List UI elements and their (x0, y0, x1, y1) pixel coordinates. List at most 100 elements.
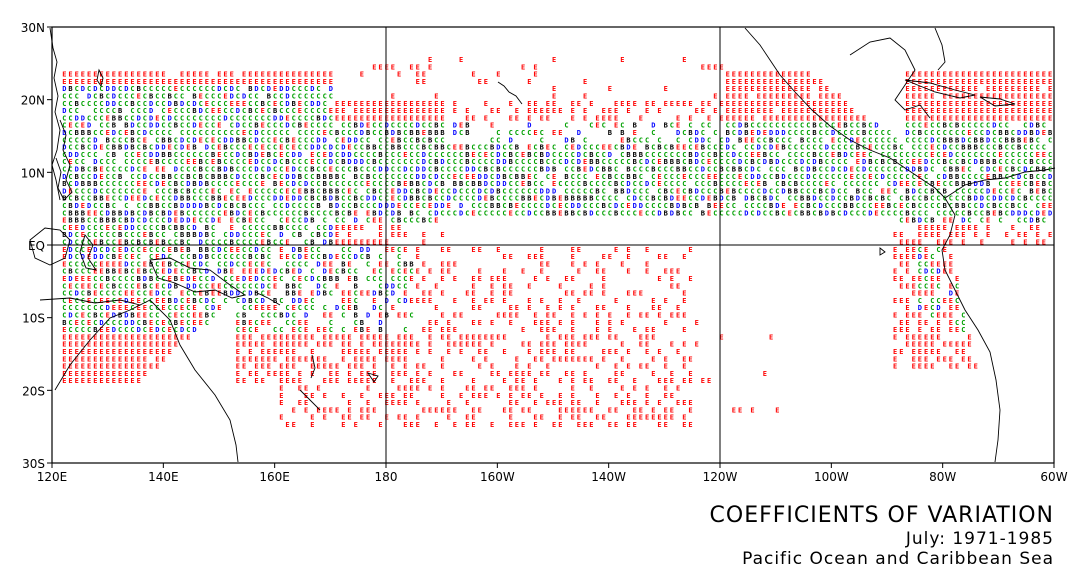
variation-cell: D (174, 297, 178, 305)
variation-cell: E (558, 209, 562, 217)
variation-cell: C (843, 136, 847, 144)
variation-cell: E (1036, 114, 1040, 122)
variation-cell: E (986, 78, 990, 86)
variation-cell: E (68, 333, 72, 341)
variation-cell: E (527, 370, 531, 378)
variation-cell: C (285, 151, 289, 159)
variation-cell: E (688, 100, 692, 108)
variation-cell: D (99, 319, 103, 327)
variation-cell: C (564, 122, 568, 130)
variation-cell: C (409, 158, 413, 166)
variation-cell: C (577, 173, 581, 181)
variation-cell: E (180, 319, 184, 327)
variation-cell: C (645, 166, 649, 174)
variation-cell: C (242, 253, 246, 261)
variation-cell: E (347, 100, 351, 108)
variation-cell: C (831, 144, 835, 152)
variation-cell: C (781, 122, 785, 130)
variation-cell: D (68, 253, 72, 261)
variation-cell: D (397, 187, 401, 195)
variation-cell: C (757, 202, 761, 210)
variation-cell: C (81, 158, 85, 166)
coast-borneo (29, 227, 71, 266)
variation-cell: C (211, 246, 215, 254)
variation-cell: C (298, 144, 302, 152)
variation-cell: D (323, 268, 327, 276)
variation-cell: B (1011, 136, 1015, 144)
variation-cell: C (93, 217, 97, 225)
variation-cell: C (223, 129, 227, 137)
variation-cell: E (68, 224, 72, 232)
variation-cell: E (416, 253, 420, 261)
variation-cell: E (806, 100, 810, 108)
variation-cell: C (707, 151, 711, 159)
variation-cell: C (199, 217, 203, 225)
variation-cell: D (422, 151, 426, 159)
variation-cell: C (403, 136, 407, 144)
variation-cell: E (1023, 85, 1027, 93)
variation-cell: D (99, 253, 103, 261)
variation-cell: E (440, 107, 444, 115)
variation-cell: C (99, 180, 103, 188)
variation-cell: C (316, 224, 320, 232)
variation-cell: C (124, 100, 128, 108)
variation-cell: E (496, 392, 500, 400)
variation-cell: B (174, 319, 178, 327)
variation-cell: C (930, 268, 934, 276)
variation-cell: C (664, 151, 668, 159)
variation-cell: D (68, 312, 72, 320)
variation-cell: C (893, 187, 897, 195)
variation-cell: E (230, 78, 234, 86)
variation-cell: D (230, 85, 234, 93)
variation-cell: E (670, 312, 674, 320)
variation-cell: D (763, 187, 767, 195)
variation-cell: B (118, 114, 122, 122)
variation-cell: B (881, 158, 885, 166)
variation-cell: E (496, 370, 500, 378)
variation-cell: E (943, 85, 947, 93)
variation-cell: B (434, 122, 438, 130)
variation-cell: C (242, 144, 246, 152)
variation-cell: E (509, 209, 513, 217)
variation-cell: C (571, 180, 575, 188)
variation-cell: C (583, 144, 587, 152)
variation-cell: D (912, 187, 916, 195)
variation-cell: B (1042, 187, 1046, 195)
variation-cell: C (949, 180, 953, 188)
variation-cell: B (186, 231, 190, 239)
variation-cell: E (1036, 224, 1040, 232)
variation-cell: C (310, 246, 314, 254)
variation-cell: C (124, 180, 128, 188)
variation-cell: D (496, 173, 500, 181)
variation-cell: E (118, 78, 122, 86)
variation-cell: C (378, 180, 382, 188)
variation-cell: C (279, 166, 283, 174)
variation-cell: E (496, 312, 500, 320)
variation-cell: D (242, 297, 246, 305)
variation-cell: C (378, 144, 382, 152)
variation-cell: B (465, 158, 469, 166)
variation-cell: E (726, 71, 730, 79)
variation-cell: C (304, 260, 308, 268)
variation-cell: E (397, 385, 401, 393)
variation-cell: E (670, 370, 674, 378)
variation-cell: D (980, 180, 984, 188)
variation-cell: E (905, 341, 909, 349)
variation-cell: C (918, 122, 922, 130)
variation-cell: E (967, 363, 971, 371)
variation-cell: C (831, 122, 835, 130)
variation-cell: C (651, 202, 655, 210)
variation-cell: B (223, 144, 227, 152)
variation-cell: E (912, 107, 916, 115)
variation-cell: C (924, 217, 928, 225)
variation-cell: E (366, 107, 370, 115)
variation-cell: E (571, 114, 575, 122)
variation-cell: C (614, 144, 618, 152)
variation-cell: E (347, 114, 351, 122)
variation-cell: C (416, 151, 420, 159)
variation-cell: E (174, 78, 178, 86)
variation-cell: E (912, 114, 916, 122)
variation-cell: D (546, 166, 550, 174)
variation-cell: B (620, 129, 624, 137)
variation-cell: E (261, 231, 265, 239)
